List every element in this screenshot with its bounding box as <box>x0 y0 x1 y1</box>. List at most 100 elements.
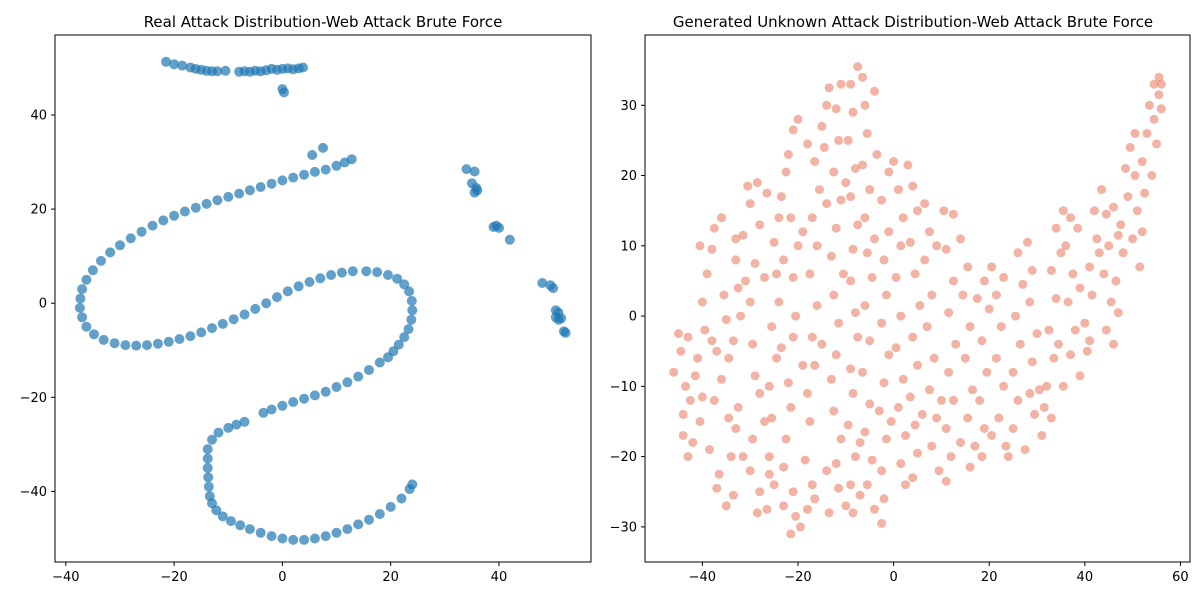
right-scatter-point <box>1154 90 1164 100</box>
left-scatter-point <box>207 323 217 334</box>
right-scatter-point <box>941 244 951 254</box>
right-scatter-point <box>850 308 860 318</box>
left-scatter-point <box>217 318 228 329</box>
right-scatter-point <box>850 452 860 462</box>
right-scatter-point <box>1034 385 1044 395</box>
right-scatter-point <box>1085 336 1095 346</box>
right-scatter-point <box>762 504 772 514</box>
right-scatter-point <box>1049 353 1059 363</box>
left-scatter-point <box>407 479 418 490</box>
right-scatter-point <box>836 195 846 205</box>
left-scatter-point <box>196 327 207 338</box>
left-scatter-point <box>403 324 414 335</box>
right-axes-frame <box>644 34 1191 563</box>
right-scatter-point <box>1132 206 1142 216</box>
right-scatter-point <box>752 508 762 518</box>
right-scatter-point <box>858 72 867 82</box>
left-scatter-point <box>190 202 201 213</box>
right-scatter-point <box>987 431 997 440</box>
right-scatter-point <box>915 301 925 310</box>
right-scatter-point <box>1042 381 1052 391</box>
right-scatter-point <box>755 388 765 398</box>
left-scatter-point <box>331 527 342 538</box>
right-scatter-point <box>764 469 774 479</box>
right-scatter-point <box>1068 269 1078 279</box>
right-scatter-point <box>1128 234 1138 244</box>
right-scatter-point <box>979 276 989 286</box>
right-scatter-point <box>1113 230 1123 240</box>
left-scatter-point <box>353 519 364 530</box>
right-scatter-point <box>750 258 760 268</box>
right-scatter-point <box>870 504 879 514</box>
left-scatter-point <box>299 393 310 404</box>
right-scatter-point <box>807 332 817 342</box>
left-scatter-point <box>87 265 98 276</box>
left-chart-title: Real Attack Distribution-Web Attack Brut… <box>144 13 503 31</box>
right-scatter-point <box>865 399 875 409</box>
right-scatter-point <box>721 315 731 325</box>
right-scatter-point <box>803 139 812 149</box>
right-scatter-point <box>963 413 973 423</box>
left-scatter-point <box>234 188 245 199</box>
left-scatter-point <box>374 357 385 368</box>
right-scatter-point <box>893 185 903 195</box>
right-scatter-point <box>877 518 887 528</box>
left-scatter-point <box>174 334 185 344</box>
left-scatter-point <box>299 169 310 180</box>
right-scatter-point <box>683 332 693 342</box>
right-scatter-point <box>731 424 741 433</box>
right-scatter-point <box>1044 325 1054 335</box>
right-scatter-point <box>870 234 879 244</box>
left-scatter-point <box>537 278 548 288</box>
right-scatter-point <box>858 367 867 377</box>
left-scatter-point <box>203 481 214 492</box>
right-y-tick-label: 20 <box>620 169 637 184</box>
right-scatter-point <box>1116 220 1126 230</box>
right-scatter-point <box>838 269 848 279</box>
right-scatter-point <box>774 213 784 223</box>
left-y-tick-label: −20 <box>20 391 47 406</box>
right-scatter-point <box>805 269 815 279</box>
right-scatter-point <box>700 325 710 335</box>
right-scatter-point <box>707 244 717 254</box>
right-scatter-point <box>865 185 875 195</box>
right-scatter-point <box>1058 206 1068 216</box>
right-scatter-point <box>683 452 693 462</box>
right-scatter-point <box>884 227 894 237</box>
left-scatter-point <box>250 303 261 314</box>
right-scatter-point <box>846 364 856 374</box>
left-scatter-point <box>169 210 180 221</box>
right-scatter-point <box>991 353 1001 363</box>
right-scatter-point <box>877 318 887 328</box>
right-scatter-point <box>745 466 755 476</box>
left-scatter-point <box>239 309 250 320</box>
right-scatter-point <box>669 367 679 377</box>
right-scatter-point <box>810 157 820 166</box>
right-scatter-point <box>1051 223 1061 233</box>
left-scatter-point <box>309 533 320 544</box>
right-scatter-point <box>731 234 741 244</box>
right-scatter-point <box>788 332 798 342</box>
left-scatter-point <box>472 185 483 196</box>
right-scatter-point <box>826 374 836 384</box>
right-scatter-point <box>783 378 793 388</box>
right-scatter-point <box>695 417 705 426</box>
right-scatter-point <box>853 62 863 72</box>
right-scatter-point <box>824 83 834 93</box>
left-scatter-point <box>393 339 404 350</box>
left-points-layer <box>74 56 571 545</box>
left-scatter-point <box>77 284 88 295</box>
right-scatter-point <box>1003 452 1013 462</box>
right-scatter-point <box>1101 325 1111 335</box>
right-scatter-point <box>681 381 691 391</box>
right-scatter-point <box>805 417 815 426</box>
right-scatter-point <box>786 213 796 223</box>
right-scatter-point <box>934 466 944 476</box>
right-scatter-point <box>769 237 779 247</box>
right-scatter-point <box>834 135 844 145</box>
right-scatter-point <box>846 276 856 286</box>
left-scatter-point <box>109 338 120 349</box>
left-ticks-layer: −40 −20 0 20 40 −40 −20 0 20 40 <box>20 108 508 585</box>
right-y-tick-label: 0 <box>629 310 637 325</box>
right-scatter-point <box>786 402 796 412</box>
